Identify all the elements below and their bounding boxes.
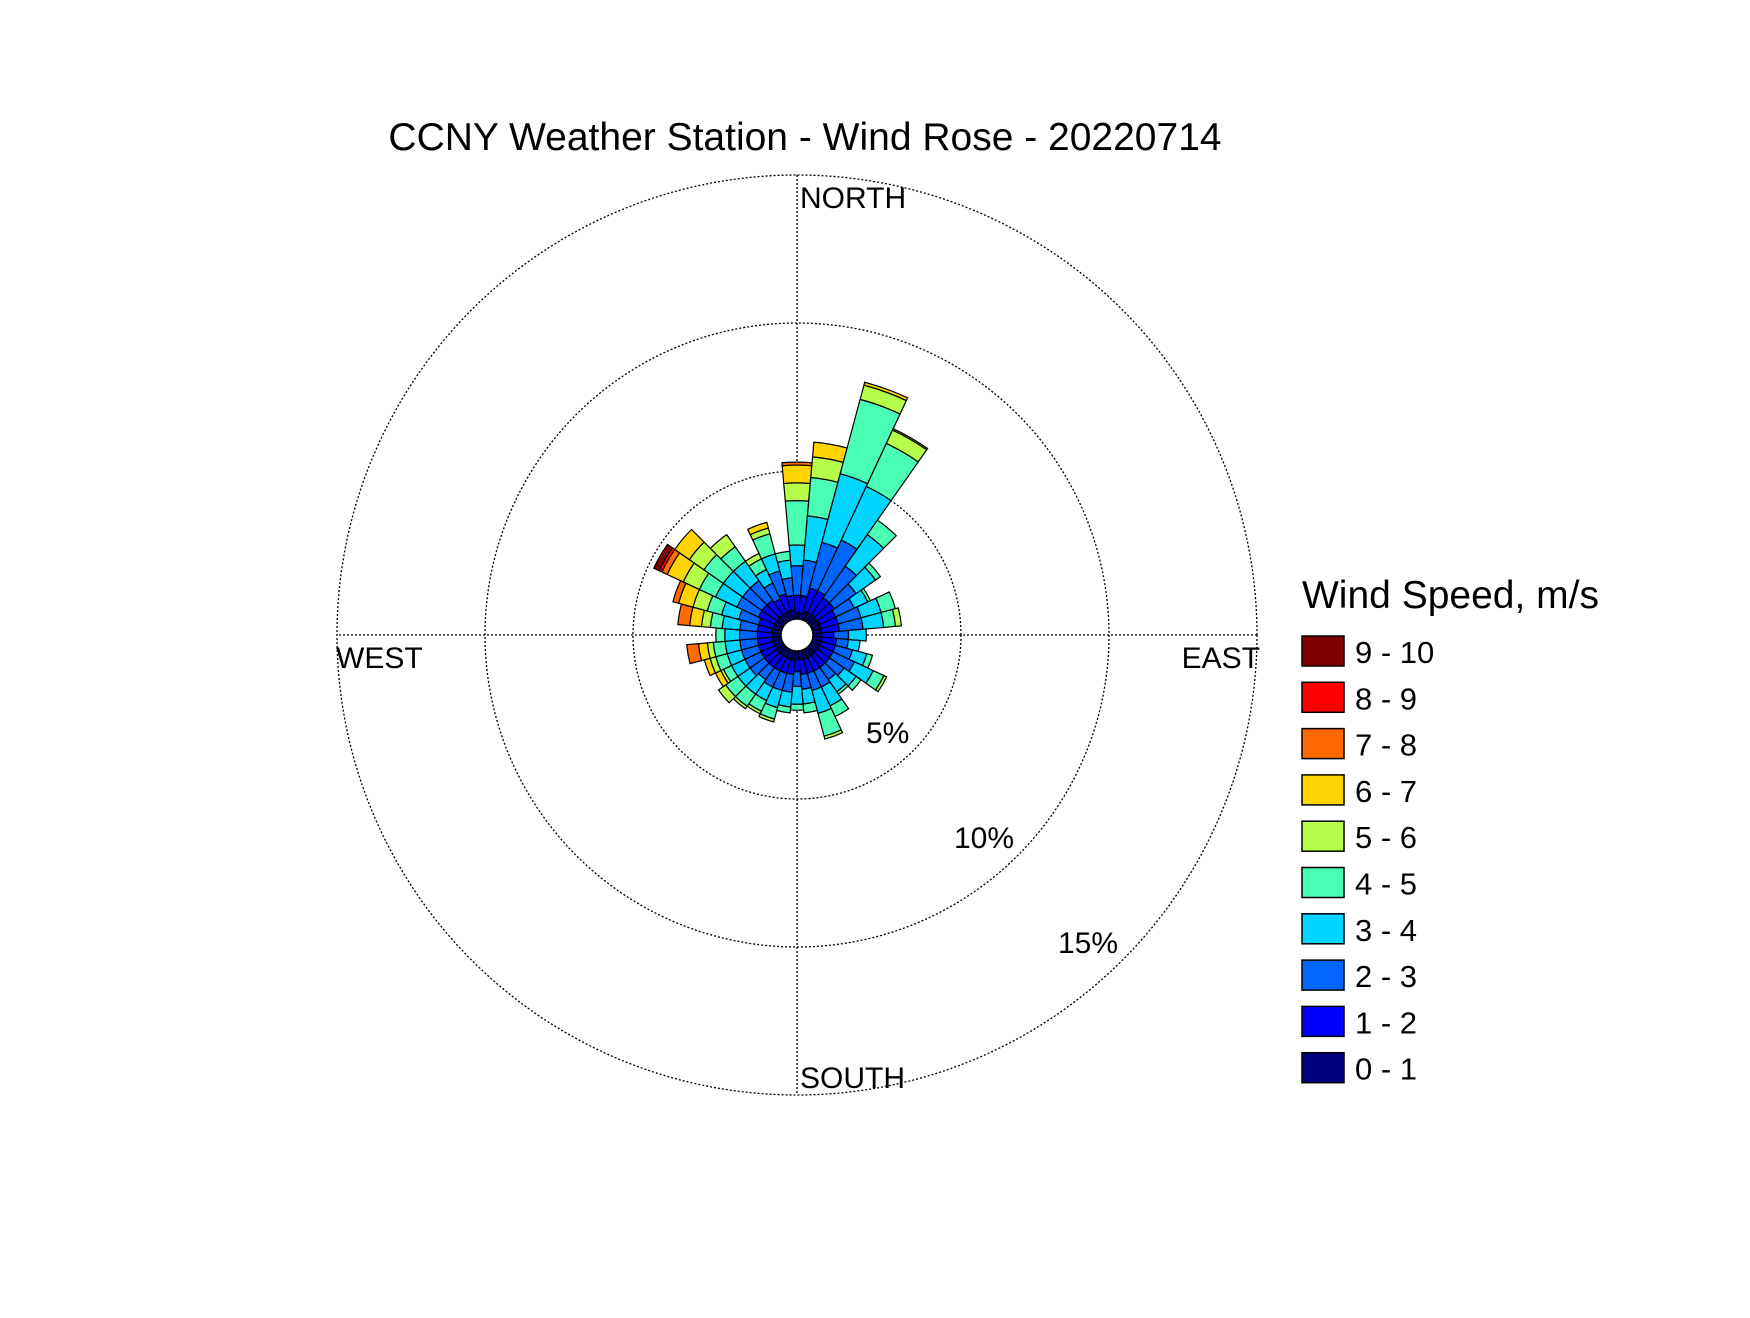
wind-rose-segment-230deg-bin-5-6 <box>717 684 737 704</box>
wind-rose-segment-0deg-bin-7-8 <box>781 461 813 467</box>
wind-rose-bars <box>652 381 929 740</box>
wind-rose-segment-170deg-bin-4-5 <box>802 701 818 714</box>
center-hole <box>780 618 814 652</box>
wind-rose-segment-20deg-bin-6-7 <box>863 381 909 402</box>
wind-rose-segment-340deg-bin-6-7 <box>746 521 770 536</box>
legend-swatch-3-4 <box>1301 913 1345 945</box>
radial-tick-label-5: 5% <box>866 717 909 750</box>
wind-rose-segment-80deg-bin-5-6 <box>891 607 903 628</box>
wind-rose-segment-320deg-bin-5-6 <box>709 533 737 560</box>
legend-label-4-5: 4 - 5 <box>1355 867 1417 902</box>
legend-title: Wind Speed, m/s <box>1302 574 1599 617</box>
legend: Wind Speed, m/s 9 - 10 8 - 9 7 - 8 6 - 7 5 -… <box>1301 574 1599 1087</box>
wind-rose-segment-0deg-bin-5-6 <box>783 482 811 502</box>
radial-tick-label-15: 15% <box>1058 927 1118 960</box>
wind-rose-segment-270deg-bin-3-4 <box>724 628 741 642</box>
legend-swatch-1-2 <box>1301 1005 1345 1038</box>
legend-swatch-6-7 <box>1301 774 1345 806</box>
legend-swatch-2-3 <box>1301 959 1345 991</box>
wind-rose-segment-310deg-bin-6-7 <box>673 528 705 561</box>
wind-rose-segment-0deg-bin-3-4 <box>788 544 806 567</box>
wind-rose-segment-260deg-bin-7-8 <box>686 642 703 665</box>
wind-rose-segment-0deg-bin-6-7 <box>781 464 813 485</box>
wind-rose-segment-30deg-bin-6-7 <box>891 427 929 451</box>
legend-label-9-10: 9 - 10 <box>1355 635 1434 670</box>
legend-swatch-5-6 <box>1301 820 1345 852</box>
wind-rose-segment-350deg-bin-4-5 <box>774 550 792 564</box>
legend-swatch-9-10 <box>1301 635 1345 667</box>
legend-label-1-2: 1 - 2 <box>1355 1005 1417 1040</box>
wind-rose-segment-180deg-bin-4-5 <box>789 703 805 711</box>
wind-rose-segment-160deg-bin-5-6 <box>823 729 844 740</box>
direction-label-west: WEST <box>336 642 423 675</box>
chart-title: CCNY Weather Station - Wind Rose - 20220… <box>388 116 1221 159</box>
legend-label-6-7: 6 - 7 <box>1355 774 1417 809</box>
legend-swatch-0-1 <box>1301 1051 1345 1084</box>
wind-rose-segment-300deg-bin-9-10 <box>652 543 674 572</box>
wind-rose-segment-200deg-bin-5-6 <box>758 713 776 723</box>
wind-rose-segment-90deg-bin-3-4 <box>847 628 867 642</box>
wind-rose-segment-130deg-bin-4-5 <box>847 675 862 692</box>
wind-rose-segment-270deg-bin-4-5 <box>715 627 726 643</box>
wind-rose-segment-50deg-bin-4-5 <box>863 562 882 581</box>
legend-label-3-4: 3 - 4 <box>1355 913 1417 948</box>
legend-swatch-7-8 <box>1301 727 1345 760</box>
wind-rose-segment-40deg-bin-4-5 <box>866 519 898 550</box>
wind-rose-segment-120deg-bin-5-6 <box>874 674 888 693</box>
direction-label-east: EAST <box>1182 642 1260 675</box>
legend-swatch-4-5 <box>1301 866 1345 899</box>
legend-label-8-9: 8 - 9 <box>1355 681 1417 716</box>
legend-label-2-3: 2 - 3 <box>1355 959 1417 994</box>
legend-label-0-1: 0 - 1 <box>1355 1052 1417 1087</box>
direction-label-south: SOUTH <box>800 1062 905 1095</box>
legend-swatch-8-9 <box>1301 681 1345 714</box>
legend-items: 9 - 10 8 - 9 7 - 8 6 - 7 5 - 6 4 - 5 3 - 4 2 - … <box>1301 635 1434 1087</box>
legend-label-5-6: 5 - 6 <box>1355 820 1417 855</box>
radial-tick-label-10: 10% <box>954 822 1014 855</box>
legend-label-7-8: 7 - 8 <box>1355 728 1417 763</box>
direction-label-north: NORTH <box>800 182 906 215</box>
